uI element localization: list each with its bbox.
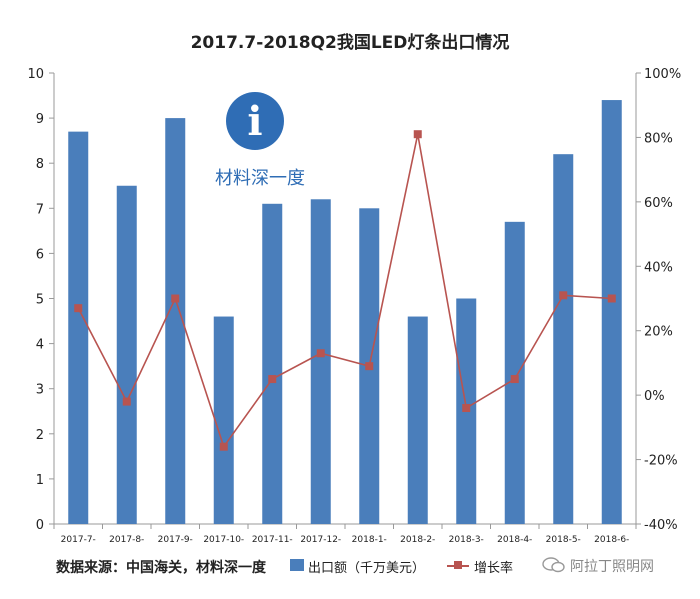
chart-title: 2017.7-2018Q2我国LED灯条出口情况 <box>190 33 510 53</box>
x-tick-label: 2018-2- <box>400 535 435 545</box>
x-tick-label: 2017-12- <box>300 535 341 545</box>
x-tick-label: 2018-1- <box>352 535 387 545</box>
x-tick-label: 2017-8- <box>109 535 144 545</box>
y-left-tick-label: 9 <box>36 112 44 127</box>
growth-rate-point <box>607 294 616 303</box>
bar <box>504 221 525 524</box>
y-left-tick-label: 7 <box>36 202 44 217</box>
growth-rate-point <box>462 404 471 413</box>
growth-rate-point <box>413 130 422 139</box>
bar <box>68 131 89 524</box>
growth-rate-point <box>122 397 131 406</box>
bar <box>165 118 186 524</box>
growth-rate-point <box>74 304 83 313</box>
bar <box>213 316 234 524</box>
x-tick-label: 2018-6- <box>594 535 629 545</box>
y-right-tick-label: -40% <box>644 518 678 533</box>
y-left-tick-label: 10 <box>27 67 44 82</box>
y-right-tick-label: 60% <box>644 196 673 211</box>
y-right-tick-label: 40% <box>644 260 673 275</box>
x-tick-label: 2018-5- <box>546 535 581 545</box>
x-tick-label: 2017-11- <box>252 535 293 545</box>
watermark: 阿拉丁照明网 <box>542 555 692 577</box>
logo-letter: i <box>247 98 263 145</box>
y-left-tick-label: 6 <box>36 247 44 262</box>
growth-rate-point <box>559 291 568 300</box>
y-left-tick-label: 4 <box>36 338 44 353</box>
growth-rate-line <box>77 134 612 449</box>
x-tick-label: 2017-10- <box>203 535 244 545</box>
y-left-tick-label: 3 <box>36 383 44 398</box>
chart-footer: 数据来源：中国海关，材料深一度 出口额（千万美元） 增长率 阿拉丁照明网 <box>0 555 700 585</box>
legend-bar-label: 出口额（千万美元） <box>308 561 426 576</box>
x-tick-label: 2018-4- <box>497 535 532 545</box>
growth-rate-point <box>171 294 180 303</box>
x-tick-label: 2017-9- <box>158 535 193 545</box>
legend-line-label: 增长率 <box>474 561 514 576</box>
y-right-tick-label: 80% <box>644 131 673 146</box>
watermark-text: 阿拉丁照明网 <box>570 559 654 575</box>
wechat-icon <box>542 557 565 573</box>
y-right-tick-label: 0% <box>644 389 665 404</box>
legend-bar-swatch <box>290 559 304 571</box>
y-right-tick-label: 20% <box>644 325 673 340</box>
x-tick-label: 2018-3- <box>449 535 484 545</box>
y-right-tick-label: -20% <box>644 454 678 469</box>
growth-rate-point <box>365 362 374 371</box>
growth-rate-point <box>219 442 228 451</box>
bar <box>116 185 137 524</box>
y-left-tick-label: 5 <box>36 293 44 308</box>
y-left-tick-label: 1 <box>36 473 44 488</box>
source-note: 数据来源：中国海关，材料深一度 <box>56 560 266 576</box>
logo-text: 材料深一度 <box>215 168 305 189</box>
x-tick-label: 2017-7- <box>61 535 96 545</box>
bar <box>407 316 428 524</box>
y-left-tick-label: 8 <box>36 157 44 172</box>
bar <box>310 199 331 524</box>
growth-rate-point <box>268 375 277 384</box>
bar <box>553 154 574 524</box>
growth-rate-point <box>316 349 325 358</box>
bar <box>262 203 283 525</box>
legend-line-marker <box>454 561 462 569</box>
bar <box>601 100 622 524</box>
growth-rate-point <box>510 375 519 384</box>
logo: i 材料深一度 <box>200 92 320 202</box>
y-left-tick-label: 0 <box>36 518 44 533</box>
logo-circle <box>226 92 284 150</box>
y-right-tick-label: 100% <box>644 67 681 82</box>
y-left-tick-label: 2 <box>36 428 44 443</box>
